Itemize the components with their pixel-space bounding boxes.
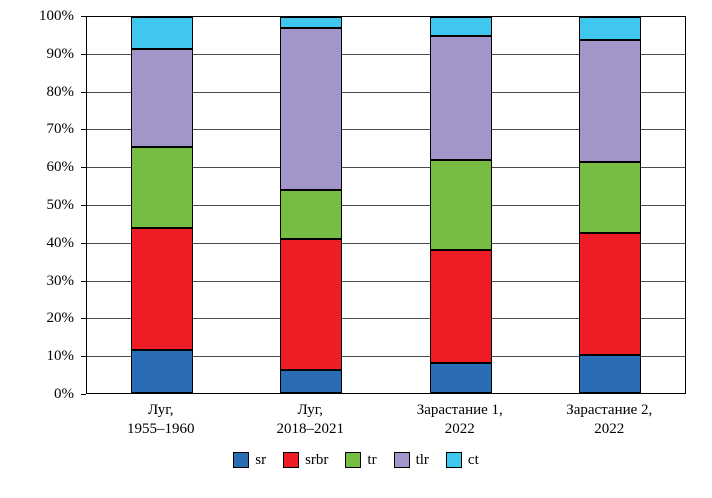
x-axis: Луг, 1955–1960 Луг, 2018–2021 Зарастание 1, 2… — [86, 401, 686, 443]
bar-segment-sr — [579, 355, 642, 393]
legend-swatch-icon — [393, 452, 410, 468]
gridline — [87, 167, 685, 169]
legend-label: srbr — [305, 452, 329, 468]
bar-segment-srbr — [579, 233, 642, 356]
bar-segment-srbr — [130, 227, 193, 350]
y-tick-mark — [81, 53, 86, 55]
y-tick-label: 10% — [46, 348, 75, 365]
x-category-label: Луг, 1955–1960 — [71, 401, 251, 439]
gridline — [87, 91, 685, 93]
gridline — [87, 205, 685, 206]
x-category-label-line: 2018–2021 — [276, 421, 345, 437]
legend-item-tr: tr — [345, 452, 377, 468]
bar-segment-ct — [130, 17, 193, 49]
stacked-bar — [280, 17, 343, 393]
bar-segment-sr — [280, 370, 343, 393]
gridline — [87, 242, 685, 244]
legend-item-tlr: tlr — [393, 452, 429, 468]
y-tick-label: 20% — [46, 310, 75, 327]
bar-segment-srbr — [280, 238, 343, 371]
y-tick-mark — [81, 16, 86, 17]
bar-segment-tlr — [130, 49, 193, 147]
bar-segment-ct — [579, 17, 642, 40]
bar-segment-tlr — [280, 28, 343, 190]
bar-segment-sr — [130, 349, 193, 393]
stacked-bar — [429, 17, 492, 393]
stacked-bar — [130, 17, 193, 393]
y-tick-mark — [81, 356, 86, 358]
y-axis: 0% 10% 20% 30% 40% 50% 60% 70% 80% 90% 100% — [0, 8, 86, 402]
plot-area — [86, 16, 686, 394]
y-tick-label: 40% — [46, 234, 75, 251]
y-tick-mark — [81, 242, 86, 244]
legend-swatch-icon — [345, 452, 362, 468]
y-tick-mark — [81, 91, 86, 93]
y-tick-mark — [81, 318, 86, 320]
legend: sr srbr tr tlr ct — [0, 452, 712, 468]
gridline — [87, 356, 685, 358]
y-tick-label: 60% — [46, 159, 75, 176]
bar-segment-tlr — [579, 39, 642, 162]
bar-segment-sr — [429, 362, 492, 393]
legend-swatch-icon — [445, 452, 462, 468]
y-tick-label: 80% — [46, 83, 75, 100]
x-category-label: Луг, 2018–2021 — [220, 401, 400, 439]
legend-swatch-icon — [283, 452, 300, 468]
y-tick-label: 100% — [39, 8, 74, 24]
gridline — [87, 53, 685, 55]
legend-label: tlr — [415, 452, 429, 468]
x-category-label-line: 2022 — [444, 421, 475, 437]
y-tick-label: 0% — [54, 386, 74, 402]
y-tick-label: 70% — [46, 121, 75, 138]
y-tick-mark — [81, 280, 86, 282]
x-category-label-line: Зарастание 1, — [416, 402, 503, 418]
y-tick-mark — [81, 129, 86, 131]
bar-segment-tlr — [429, 35, 492, 160]
y-tick-label: 50% — [46, 197, 75, 213]
legend-swatch-icon — [233, 452, 250, 468]
bar-segment-ct — [429, 17, 492, 36]
legend-label: sr — [255, 452, 267, 468]
x-category-label-line: 2022 — [594, 421, 625, 437]
legend-label: ct — [467, 452, 479, 468]
legend-item-srbr: srbr — [283, 452, 328, 468]
y-tick-label: 30% — [46, 272, 75, 289]
y-tick-label: 90% — [46, 45, 75, 62]
bar-segment-tr — [429, 159, 492, 251]
x-category-label: Зарастание 2, 2022 — [519, 401, 699, 439]
legend-label: tr — [367, 452, 377, 468]
bar-segment-srbr — [429, 250, 492, 363]
x-category-label-line: Зарастание 2, — [566, 402, 653, 418]
gridline — [87, 129, 685, 131]
bar-segment-tr — [579, 161, 642, 234]
x-category-label-line: Луг, — [297, 402, 323, 418]
stacked-bar — [579, 17, 642, 393]
bar-segment-tr — [280, 189, 343, 239]
legend-item-sr: sr — [233, 452, 266, 468]
gridline — [87, 280, 685, 282]
gridline — [87, 318, 685, 320]
x-category-label-line: Луг, — [147, 402, 174, 418]
legend-item-ct: ct — [445, 452, 479, 468]
y-tick-mark — [81, 205, 86, 206]
bar-segment-ct — [280, 17, 343, 29]
x-category-label: Зарастание 1, 2022 — [370, 401, 550, 439]
x-category-label-line: 1955–1960 — [127, 421, 195, 437]
y-tick-mark — [81, 394, 86, 395]
bar-segment-tr — [130, 146, 193, 228]
y-tick-mark — [81, 167, 86, 169]
